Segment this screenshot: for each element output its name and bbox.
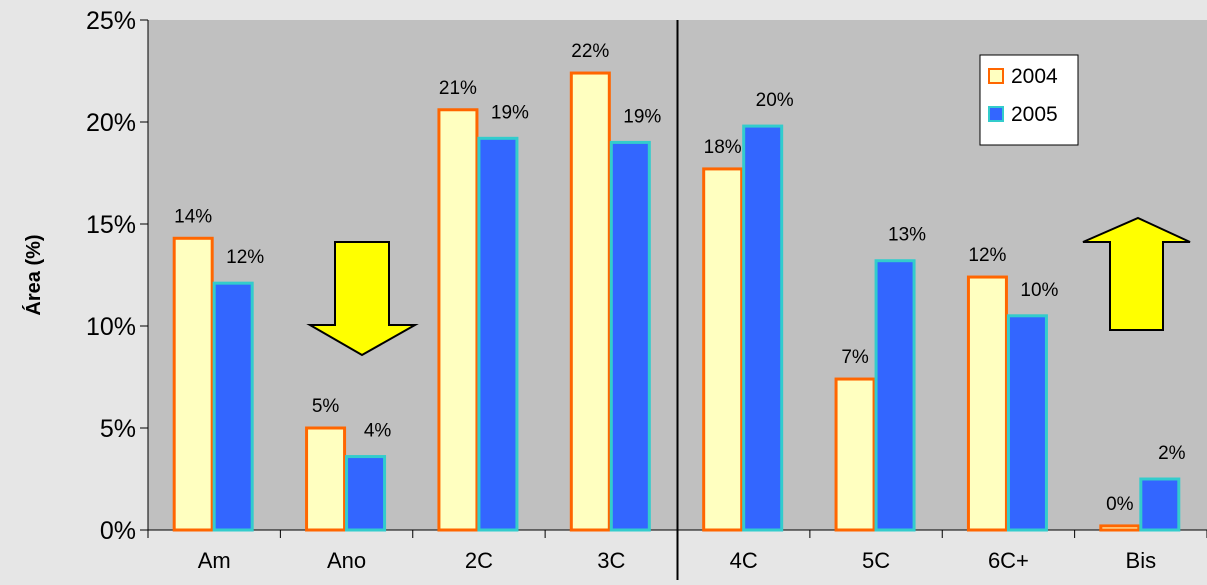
bar-2004-3C [569,71,611,532]
y-tick-label: 0% [100,517,136,545]
y-tick-label: 10% [86,313,136,341]
x-tick-label: 2C [465,548,493,573]
data-label: 12% [968,245,1006,266]
x-tick-label: 5C [862,548,890,573]
y-tick-label: 20% [86,109,136,137]
legend-swatch-2005 [988,106,1004,122]
bar-2005-2C [477,136,519,532]
bar-2004-5C [834,377,876,532]
bar-2005-3C [609,140,651,532]
bar-2004-Bis [1099,524,1141,532]
bar-2005-Bis [1139,477,1181,532]
x-tick-label: 6C+ [988,548,1029,573]
data-label: 2% [1158,443,1186,464]
bar-2004-Ano [305,426,347,532]
bar-2005-4C [742,124,784,532]
bar-2004-4C [702,167,744,532]
data-label: 18% [704,137,742,158]
bar-2005-Am [212,281,254,532]
up-arrow-annotation [1082,216,1191,331]
x-tick-label: 4C [730,548,758,573]
y-tick-label: 15% [86,211,136,239]
bar-2004-2C [437,108,479,532]
data-label: 10% [1020,280,1058,301]
x-tick-label: Bis [1126,548,1157,573]
y-axis-title: Área (%) [22,234,45,315]
y-tick-label: 5% [100,415,136,443]
bar-2005-6C+ [1006,314,1048,532]
legend-label: 2004 [1011,65,1058,88]
data-label: 4% [364,421,392,442]
x-tick-label: Ano [327,548,366,573]
data-label: 21% [439,78,477,99]
y-tick-label: 25% [86,7,136,35]
data-label: 19% [623,106,661,127]
data-label: 0% [1106,494,1134,515]
bar-2004-Am [172,236,214,532]
data-label: 19% [491,102,529,123]
legend-swatch-2004 [988,68,1004,84]
bar-2005-Ano [345,455,387,532]
data-label: 22% [571,41,609,62]
data-label: 14% [174,206,212,227]
x-tick-label: 3C [597,548,625,573]
legend-label: 2005 [1011,103,1058,126]
x-tick-label: Am [198,548,231,573]
bar-2004-6C+ [966,275,1008,532]
data-label: 5% [312,396,340,417]
data-label: 13% [888,225,926,246]
data-label: 7% [841,347,869,368]
data-label: 12% [226,247,264,268]
bar-2005-5C [874,259,916,532]
data-label: 20% [756,90,794,111]
down-arrow-annotation [306,241,419,357]
